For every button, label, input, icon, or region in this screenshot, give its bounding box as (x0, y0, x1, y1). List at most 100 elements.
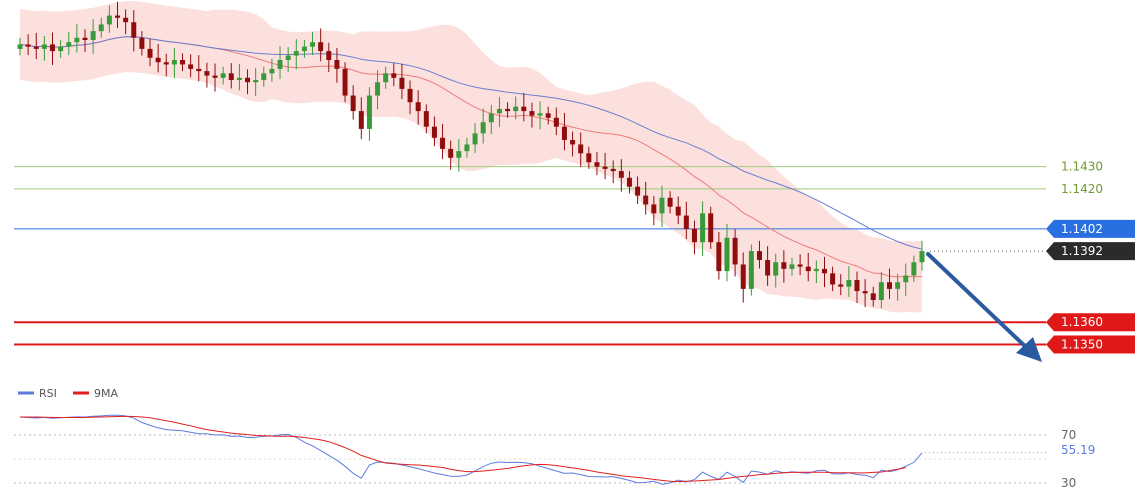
candle-body (301, 46, 307, 52)
candle (301, 40, 307, 58)
candle (756, 240, 762, 269)
candle-body (846, 280, 852, 287)
candle-body (797, 264, 803, 267)
rsi-level-70-label: 70 (1061, 428, 1076, 442)
candle-body (245, 77, 251, 83)
candle (236, 64, 242, 91)
candle (911, 255, 917, 283)
candle-body (342, 68, 348, 96)
candle-body (813, 268, 819, 272)
candle-body (155, 57, 161, 63)
candle-body (399, 77, 405, 89)
candle (716, 232, 722, 280)
candle (683, 201, 689, 240)
candle-body (480, 122, 486, 134)
candle-body (334, 60, 340, 69)
candle (846, 266, 852, 297)
candle-body (886, 282, 892, 289)
candle (505, 102, 511, 118)
candle (805, 252, 811, 282)
candle-body (724, 237, 730, 272)
candle (326, 42, 332, 72)
candle (821, 256, 827, 288)
candle-body (537, 113, 543, 116)
level-1.1402-label: 1.1402 (1061, 222, 1103, 236)
candle-body (131, 22, 137, 38)
candle-body (293, 51, 299, 56)
candle (570, 131, 576, 157)
candle-body (456, 151, 462, 158)
candle-body (196, 68, 202, 72)
candle (537, 101, 543, 130)
candle-body (58, 46, 64, 52)
candle (513, 96, 519, 120)
candle-body (98, 24, 104, 32)
candle (431, 116, 437, 147)
candle (635, 176, 641, 204)
candle (626, 171, 632, 194)
candle-body (253, 80, 259, 83)
level-1.1392-label: 1.1392 (1061, 244, 1103, 258)
candle (423, 104, 429, 134)
candle-body (748, 251, 754, 289)
candle-body (626, 177, 632, 187)
candle-body (440, 137, 446, 149)
candle (180, 53, 186, 72)
candle-body (708, 213, 714, 243)
candle-body (90, 31, 96, 40)
level-1.1360-badge (1046, 313, 1135, 332)
candle-body (212, 75, 218, 78)
candle-body (781, 262, 787, 269)
candle (310, 32, 316, 56)
candle (781, 250, 787, 283)
rsi-level-lines: 70 30 (14, 428, 1076, 490)
candle-body (854, 280, 860, 292)
candle-body (123, 17, 129, 23)
candle (399, 64, 405, 100)
candle (58, 40, 64, 58)
candle (50, 32, 56, 65)
candle (813, 260, 819, 284)
candle-body (383, 73, 389, 83)
candle (765, 246, 771, 286)
candle (188, 54, 194, 78)
candle (228, 63, 234, 89)
candle (618, 159, 624, 192)
candle-body (448, 148, 454, 158)
candle (253, 68, 259, 96)
candle (854, 271, 860, 304)
candle-body (513, 106, 519, 112)
candle (350, 85, 356, 120)
candle (98, 17, 104, 38)
rsi-legend: RSI 9MA (18, 387, 118, 400)
candle-body (82, 37, 88, 40)
candle (293, 39, 299, 70)
candle (212, 63, 218, 92)
candle (472, 123, 478, 153)
price-panel: 1.1430 1.1420 1.1402 1.1392 1.1360 1.1350 (14, 1, 1135, 362)
candle (732, 229, 738, 277)
candle-body (50, 44, 56, 52)
candle-body (765, 260, 771, 276)
candle-body (667, 197, 673, 207)
candle-body (643, 195, 649, 205)
candle-body (204, 71, 210, 76)
candle (448, 140, 454, 170)
candle-body (618, 171, 624, 178)
candle (391, 63, 397, 87)
candle-body (691, 228, 697, 243)
candle-body (431, 126, 437, 138)
candle (285, 47, 291, 72)
candle (675, 196, 681, 224)
candle (602, 152, 608, 180)
candle-body (236, 77, 242, 80)
candle (789, 257, 795, 276)
candle (740, 252, 746, 303)
candle (41, 36, 47, 61)
candle-body (391, 73, 397, 78)
candle (17, 37, 23, 56)
candle-body (878, 282, 884, 300)
level-1.1430-label: 1.1430 (1061, 160, 1103, 174)
candle-body (17, 44, 23, 49)
